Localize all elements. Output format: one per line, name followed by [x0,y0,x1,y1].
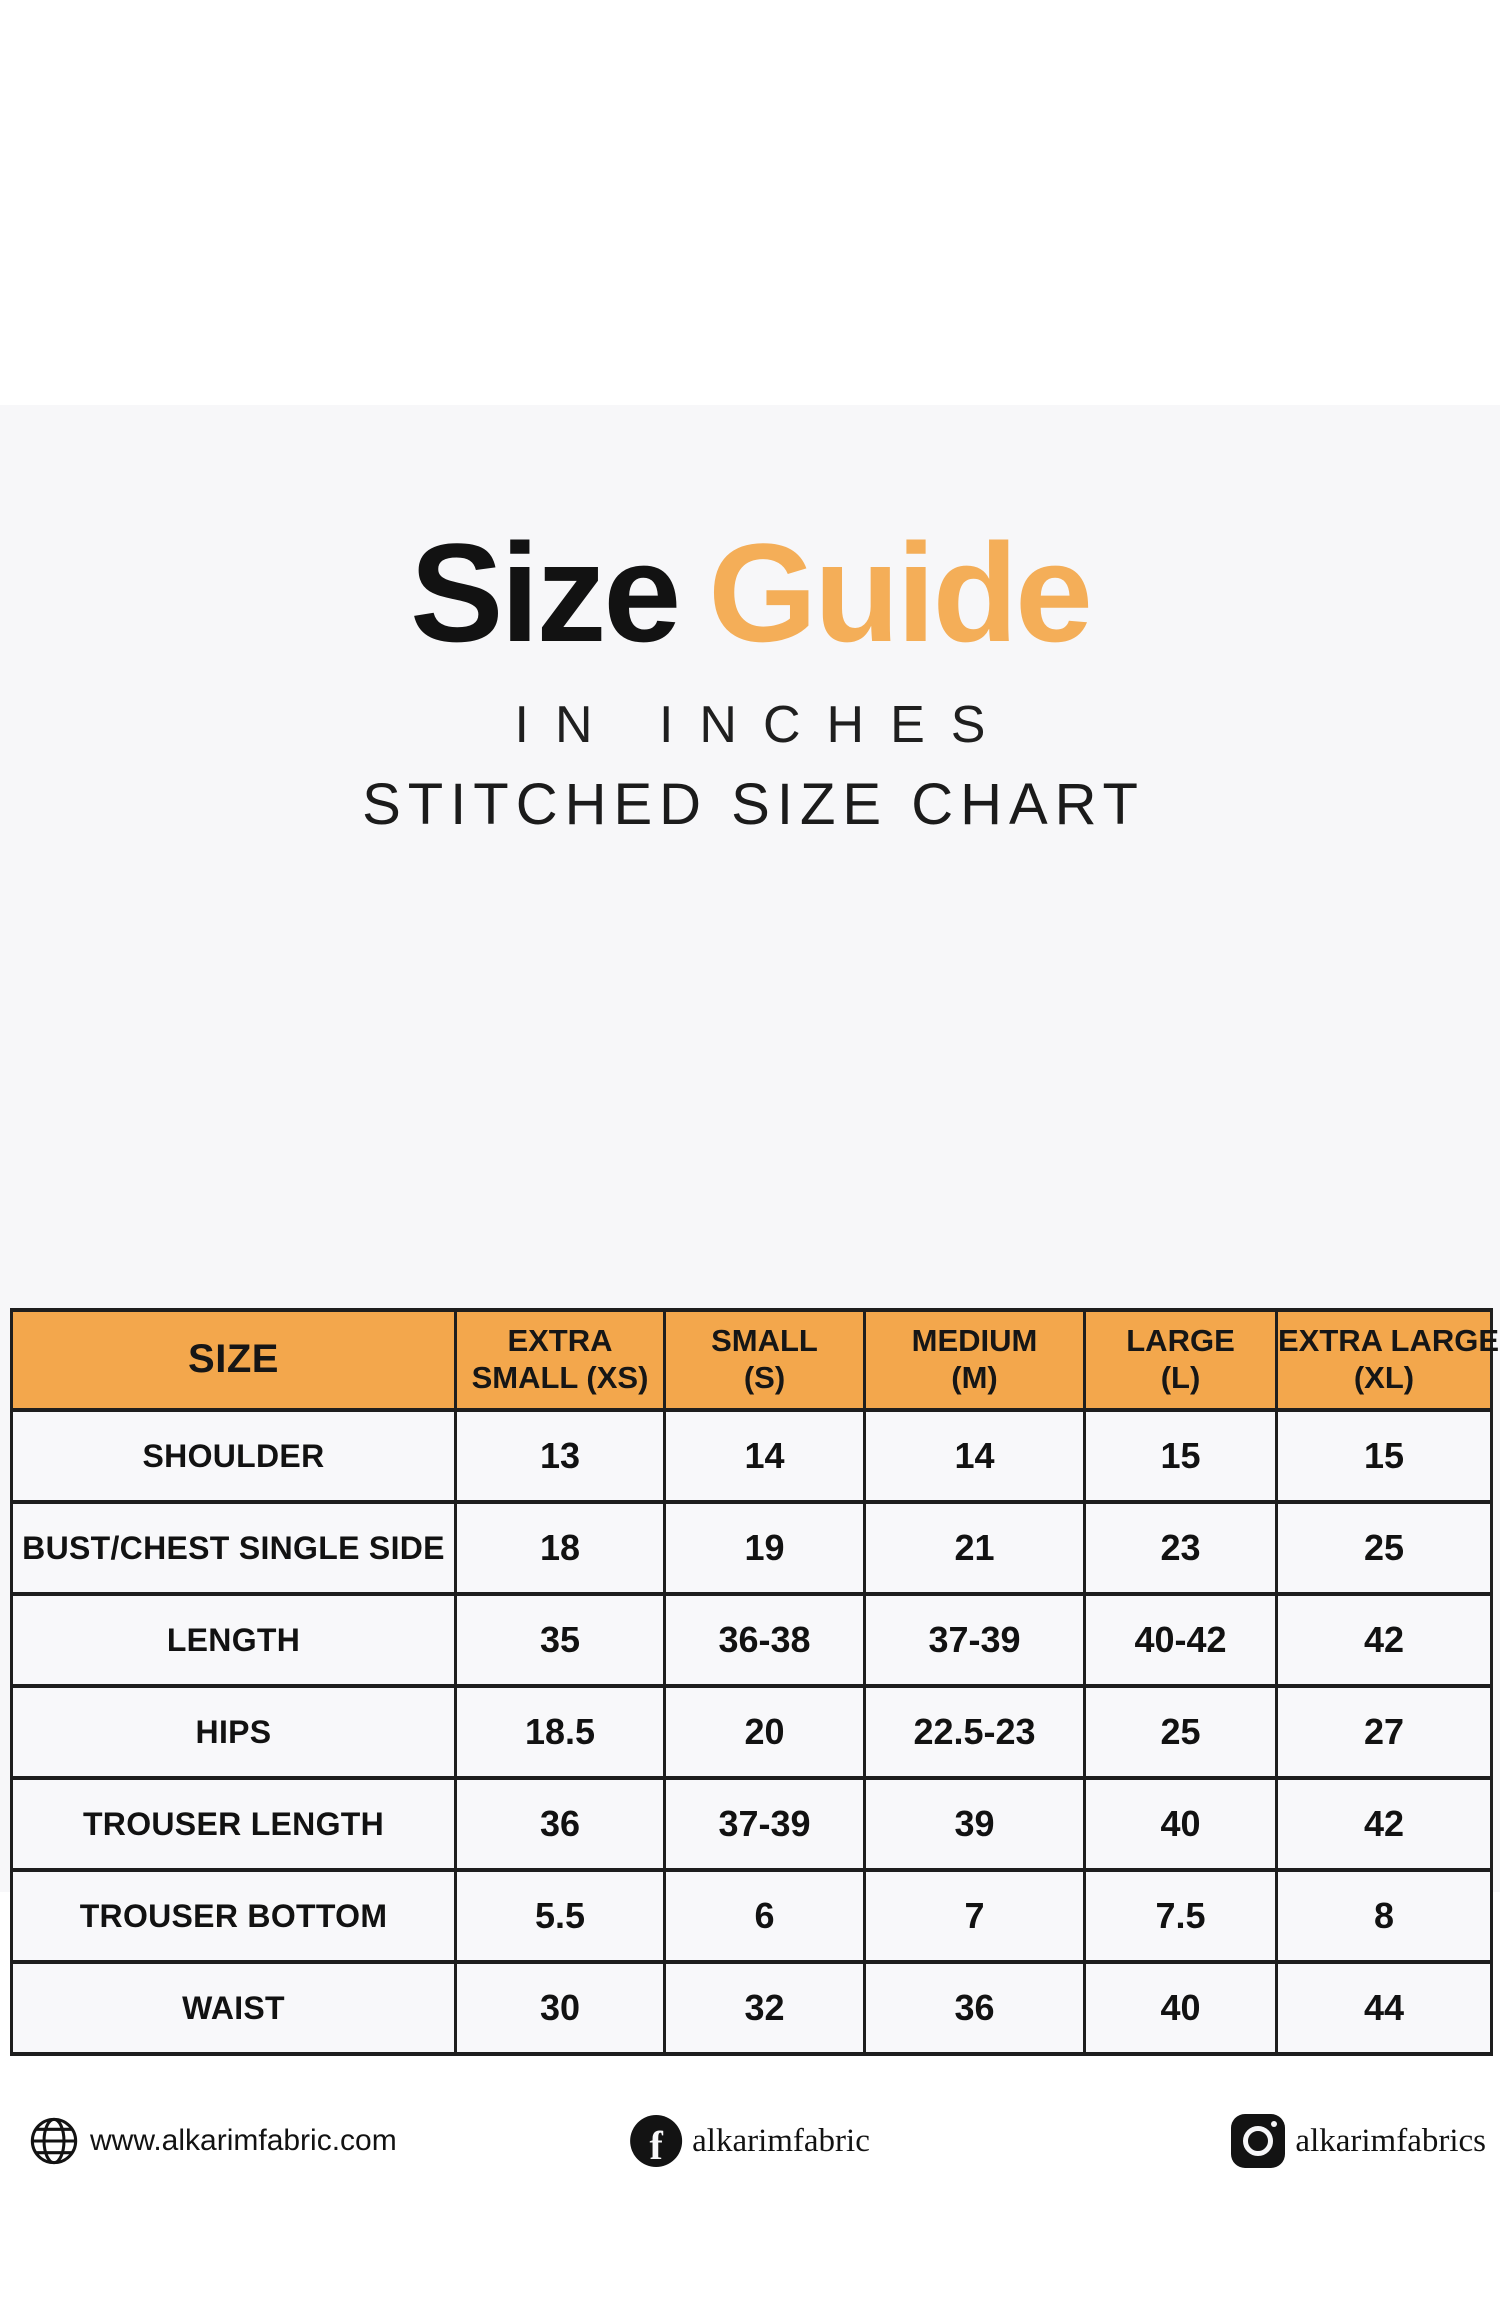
cell-value: 21 [863,1500,1086,1596]
row-label: BUST/CHEST SINGLE SIDE [10,1500,457,1596]
header-cell-xs: EXTRA SMALL (XS) [454,1308,666,1412]
website-link[interactable]: www.alkarimfabric.com [28,2109,397,2173]
facebook-handle: alkarimfabric [692,2122,870,2159]
cell-value: 14 [863,1408,1086,1504]
cell-value: 35 [454,1592,666,1688]
cell-value: 5.5 [454,1868,666,1964]
table-row-bust-chest: BUST/CHEST SINGLE SIDE 18 19 21 23 25 [10,1500,1493,1596]
cell-value: 8 [1275,1868,1493,1964]
cell-value: 14 [663,1408,866,1504]
facebook-link[interactable]: f alkarimfabric [630,2109,870,2173]
cell-value: 25 [1083,1684,1278,1780]
row-label: LENGTH [10,1592,457,1688]
cell-value: 42 [1275,1776,1493,1872]
cell-value: 18.5 [454,1684,666,1780]
title-block: Size Guide IN INCHES STITCHED SIZE CHART [0,405,1500,838]
cell-value: 40 [1083,1776,1278,1872]
header-cell-size: SIZE [10,1308,457,1412]
footer: www.alkarimfabric.com f alkarimfabric al… [0,2109,1500,2173]
row-label: TROUSER LENGTH [10,1776,457,1872]
website-text: www.alkarimfabric.com [90,2124,397,2157]
cell-value: 15 [1275,1408,1493,1504]
cell-value: 18 [454,1500,666,1596]
cell-value: 39 [863,1776,1086,1872]
cell-value: 36 [454,1776,666,1872]
header-cell-m: MEDIUM (M) [863,1308,1086,1412]
facebook-icon: f [630,2115,683,2167]
cell-value: 37-39 [863,1592,1086,1688]
table-row-trouser-length: TROUSER LENGTH 36 37-39 39 40 42 [10,1776,1493,1872]
row-label: TROUSER BOTTOM [10,1868,457,1964]
page-title: Size Guide [0,523,1500,663]
cell-value: 7 [863,1868,1086,1964]
cell-value: 20 [663,1684,866,1780]
header-cell-s: SMALL (S) [663,1308,866,1412]
table-row-hips: HIPS 18.5 20 22.5-23 25 27 [10,1684,1493,1780]
cell-value: 25 [1275,1500,1493,1596]
cell-value: 40-42 [1083,1592,1278,1688]
cell-value: 40 [1083,1960,1278,2056]
cell-value: 30 [454,1960,666,2056]
instagram-icon [1231,2114,1286,2168]
cell-value: 32 [663,1960,866,2056]
title-word-size: Size [410,514,681,671]
cell-value: 7.5 [1083,1868,1278,1964]
cell-value: 36 [863,1960,1086,2056]
table-row-trouser-bottom: TROUSER BOTTOM 5.5 6 7 7.5 8 [10,1868,1493,1964]
cell-value: 37-39 [663,1776,866,1872]
row-label: WAIST [10,1960,457,2056]
row-label: SHOULDER [10,1408,457,1504]
cell-value: 15 [1083,1408,1278,1504]
title-word-guide: Guide [708,514,1093,671]
table-row-shoulder: SHOULDER 13 14 14 15 15 [10,1408,1493,1504]
row-label: HIPS [10,1684,457,1780]
cell-value: 19 [663,1500,866,1596]
table-row-waist: WAIST 30 32 36 40 44 [10,1960,1493,2056]
cell-value: 44 [1275,1960,1493,2056]
subtitle-stitched-size-chart: STITCHED SIZE CHART [362,772,1145,837]
content-band: Size Guide IN INCHES STITCHED SIZE CHART … [0,405,1500,2168]
cell-value: 42 [1275,1592,1493,1688]
cell-value: 22.5-23 [863,1684,1086,1780]
instagram-link[interactable]: alkarimfabrics [1231,2109,1486,2173]
header-cell-l: LARGE (L) [1083,1308,1278,1412]
size-chart-table: SIZE EXTRA SMALL (XS) SMALL (S) MEDIUM (M) … [10,1308,1499,2056]
globe-icon [30,2117,78,2165]
table-header-row: SIZE EXTRA SMALL (XS) SMALL (S) MEDIUM (M) … [10,1308,1499,1412]
subtitle-in-inches: IN INCHES [514,696,1012,754]
cell-value: 6 [663,1868,866,1964]
cell-value: 27 [1275,1684,1493,1780]
cell-value: 23 [1083,1500,1278,1596]
table-row-length: LENGTH 35 36-38 37-39 40-42 42 [10,1592,1493,1688]
cell-value: 36-38 [663,1592,866,1688]
header-cell-xl: EXTRA LARGE (XL) [1275,1308,1499,1412]
cell-value: 13 [454,1408,666,1504]
instagram-handle: alkarimfabrics [1295,2122,1486,2159]
